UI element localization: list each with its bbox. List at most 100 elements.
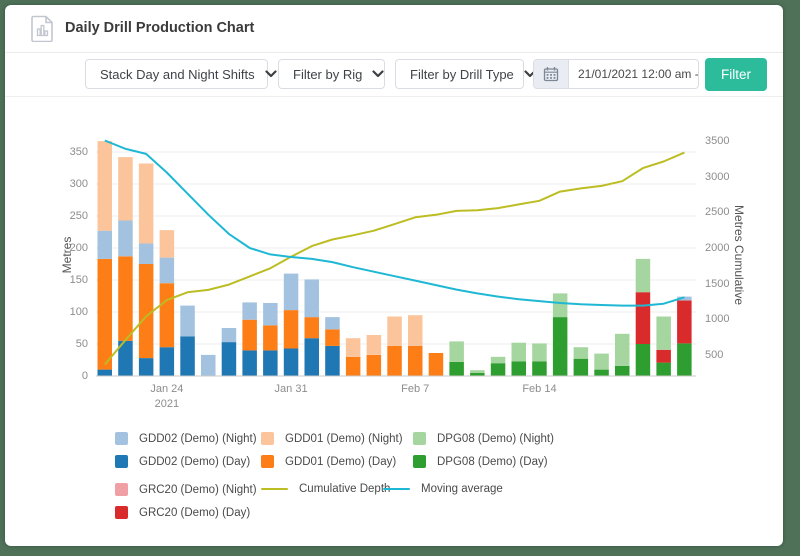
bar-segment-dpg08_night[interactable] <box>490 356 506 364</box>
bar-segment-gdd02_night[interactable] <box>325 317 340 330</box>
legend-item[interactable]: GDD01 (Demo) (Day) <box>261 455 396 468</box>
legend-label: GDD01 (Demo) (Day) <box>285 455 397 468</box>
bar-segment-gdd02_night[interactable] <box>677 296 692 301</box>
filter-by-rig-select[interactable]: Filter by Rig <box>278 59 385 89</box>
bar-segment-grc20_day[interactable] <box>635 292 651 344</box>
bar-segment-gdd01_night[interactable] <box>159 230 175 258</box>
bar-segment-dpg08_day[interactable] <box>677 343 692 376</box>
bar-segment-gdd02_night[interactable] <box>118 220 133 257</box>
bar-segment-gdd02_night[interactable] <box>221 328 237 343</box>
filter-button[interactable]: Filter <box>705 58 767 91</box>
legend-label: GRC20 (Demo) (Night) <box>139 483 257 496</box>
bar-segment-gdd01_day[interactable] <box>408 345 423 376</box>
chart-plot-area <box>96 132 696 378</box>
bar-segment-gdd02_night[interactable] <box>180 305 195 337</box>
bar-segment-gdd02_night[interactable] <box>138 243 154 265</box>
legend-item[interactable]: GDD02 (Demo) (Night) <box>115 432 257 445</box>
bar-segment-gdd01_day[interactable] <box>366 354 382 376</box>
y-axis-tick-right: 1000 <box>705 313 730 326</box>
bar-segment-dpg08_day[interactable] <box>490 363 506 376</box>
bar-segment-gdd01_day[interactable] <box>118 256 133 341</box>
bar-segment-grc20_day[interactable] <box>656 349 671 363</box>
bar-segment-gdd02_night[interactable] <box>201 354 216 376</box>
bar-segment-gdd01_day[interactable] <box>283 310 299 349</box>
bar-segment-dpg08_night[interactable] <box>511 342 527 362</box>
legend-item[interactable]: Cumulative Depth <box>261 483 390 495</box>
bar-segment-gdd01_night[interactable] <box>387 316 402 346</box>
date-range-value: 21/01/2021 12:00 am - <box>578 67 698 81</box>
y-axis-tick-right: 1500 <box>705 277 730 290</box>
bar-segment-dpg08_night[interactable] <box>615 333 630 366</box>
legend-item[interactable]: DPG08 (Demo) (Night) <box>413 432 554 445</box>
bar-segment-dpg08_day[interactable] <box>635 344 651 376</box>
stack-shifts-select[interactable]: Stack Day and Night Shifts <box>85 59 277 89</box>
bar-segment-gdd01_day[interactable] <box>138 264 154 359</box>
bar-segment-dpg08_night[interactable] <box>449 341 464 362</box>
bar-segment-gdd01_day[interactable] <box>159 283 175 348</box>
bar-segment-gdd02_day[interactable] <box>159 347 175 376</box>
bar-segment-dpg08_day[interactable] <box>656 362 671 376</box>
legend-item[interactable]: GDD01 (Demo) (Night) <box>261 432 403 445</box>
bar-segment-gdd02_night[interactable] <box>283 273 299 311</box>
bar-segment-dpg08_day[interactable] <box>573 358 589 376</box>
legend-color-swatch <box>413 455 426 468</box>
bar-segment-gdd01_night[interactable] <box>138 163 154 244</box>
bar-segment-dpg08_day[interactable] <box>552 317 568 376</box>
y-axis-tick-left: 200 <box>69 242 88 254</box>
bar-segment-gdd01_day[interactable] <box>242 319 257 351</box>
bar-segment-gdd01_day[interactable] <box>345 356 361 376</box>
legend-item[interactable]: GDD02 (Demo) (Day) <box>115 455 250 468</box>
bar-segment-gdd01_night[interactable] <box>408 315 423 346</box>
bar-segment-gdd02_day[interactable] <box>263 350 278 376</box>
legend-label: GDD02 (Demo) (Night) <box>139 432 257 445</box>
bar-segment-gdd01_day[interactable] <box>325 329 340 346</box>
date-range-picker[interactable]: 21/01/2021 12:00 am - <box>533 59 699 89</box>
bar-segment-dpg08_day[interactable] <box>511 361 527 376</box>
legend-item[interactable]: DPG08 (Demo) (Day) <box>413 455 548 468</box>
bar-segment-gdd02_night[interactable] <box>159 257 175 284</box>
bar-segment-dpg08_day[interactable] <box>449 361 464 376</box>
bar-segment-dpg08_night[interactable] <box>656 316 671 350</box>
bar-segment-gdd02_day[interactable] <box>138 358 154 376</box>
y-axis-tick-left: 250 <box>69 210 88 222</box>
bar-segment-gdd01_night[interactable] <box>345 338 361 357</box>
bar-segment-gdd01_night[interactable] <box>366 335 382 355</box>
bar-segment-gdd02_night[interactable] <box>242 302 257 320</box>
filter-by-drill-type-select[interactable]: Filter by Drill Type <box>395 59 536 89</box>
bar-segment-gdd02_night[interactable] <box>304 279 320 318</box>
bar-segment-gdd01_night[interactable] <box>118 157 133 221</box>
bar-segment-gdd02_day[interactable] <box>283 348 299 377</box>
bar-segment-dpg08_day[interactable] <box>615 365 630 376</box>
bar-segment-dpg08_night[interactable] <box>573 347 589 359</box>
y-axis-tick-right: 2000 <box>705 242 730 254</box>
bar-segment-gdd02_day[interactable] <box>304 338 320 376</box>
bar-segment-gdd01_night[interactable] <box>97 141 113 231</box>
bar-segment-dpg08_night[interactable] <box>532 343 547 362</box>
bar-segment-gdd02_night[interactable] <box>263 303 278 326</box>
bar-segment-gdd02_day[interactable] <box>325 345 340 376</box>
bar-segment-dpg08_night[interactable] <box>470 370 485 373</box>
bar-segment-gdd01_day[interactable] <box>263 325 278 351</box>
bar-segment-gdd02_day[interactable] <box>118 340 133 376</box>
bar-segment-dpg08_night[interactable] <box>635 258 651 293</box>
bar-segment-dpg08_night[interactable] <box>552 293 568 318</box>
bar-segment-gdd02_day[interactable] <box>221 342 237 376</box>
bar-segment-gdd01_day[interactable] <box>387 345 402 376</box>
bar-segment-dpg08_day[interactable] <box>594 369 609 376</box>
bar-segment-gdd02_day[interactable] <box>180 336 195 376</box>
bar-segment-dpg08_day[interactable] <box>470 372 485 376</box>
bar-segment-gdd01_day[interactable] <box>304 317 320 339</box>
legend-item[interactable]: GRC20 (Demo) (Night) <box>115 483 257 496</box>
legend-item[interactable]: Moving average <box>383 483 503 495</box>
bar-segment-dpg08_day[interactable] <box>532 361 547 376</box>
bar-segment-grc20_day[interactable] <box>677 300 692 344</box>
bar-segment-gdd01_day[interactable] <box>428 353 444 376</box>
bar-segment-gdd02_day[interactable] <box>242 350 257 376</box>
bar-segment-gdd02_day[interactable] <box>97 369 113 376</box>
bar-segment-gdd01_day[interactable] <box>97 258 113 370</box>
bar-segment-dpg08_night[interactable] <box>594 353 609 370</box>
legend-label: GDD02 (Demo) (Day) <box>139 455 251 468</box>
legend-item[interactable]: GRC20 (Demo) (Day) <box>115 506 250 519</box>
bar-segment-gdd02_night[interactable] <box>97 230 113 259</box>
y-axis-tick-right: 500 <box>705 349 724 361</box>
